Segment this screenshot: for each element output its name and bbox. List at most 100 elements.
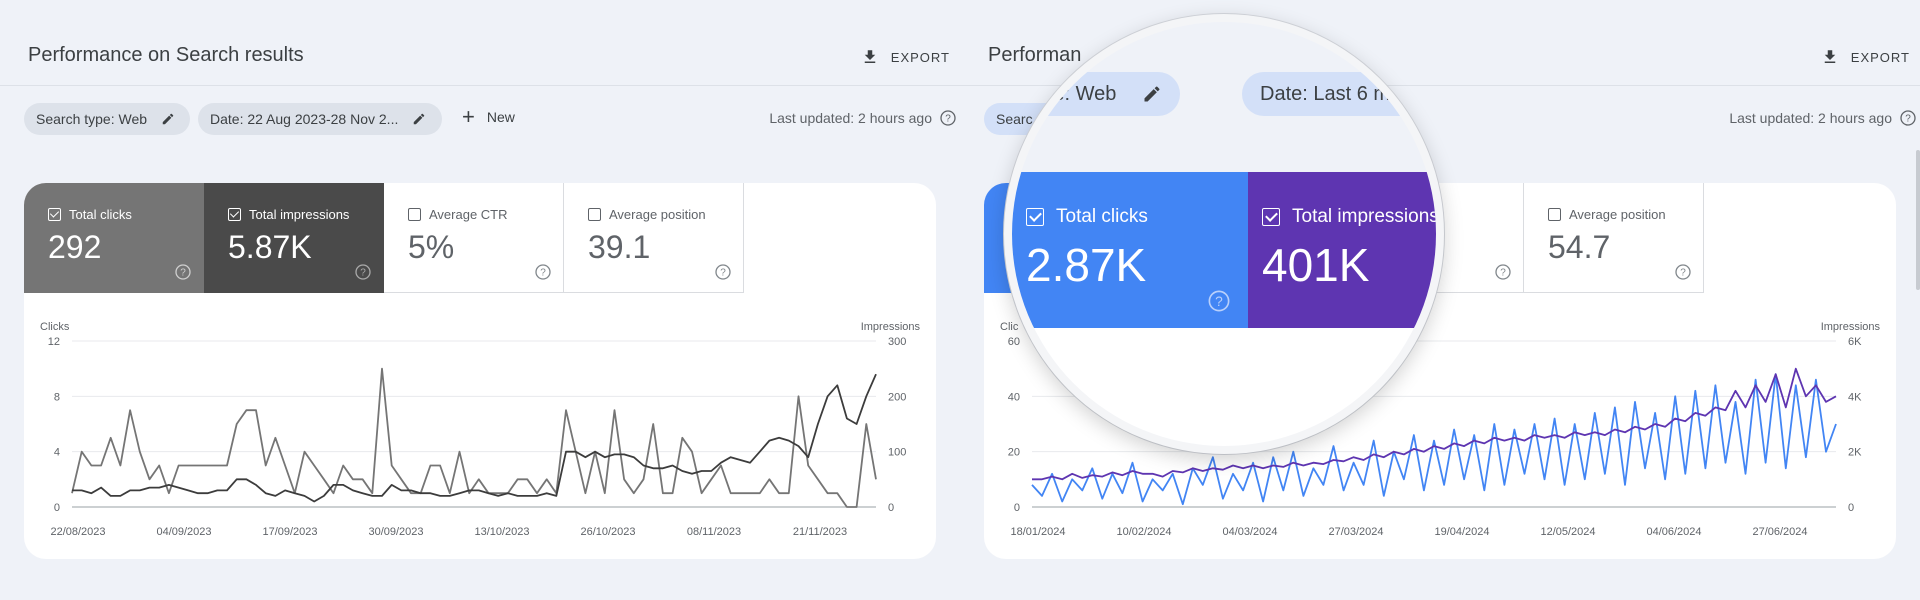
y-right-tick-label: 100 [888,447,906,459]
search-type-chip[interactable]: n type: Web [1010,72,1181,116]
svg-text:?: ? [360,268,366,279]
metric-value: 54.7 [1548,229,1611,265]
metric-total-impressions[interactable]: Total impressions 5.87K ? [204,183,384,293]
date-chip[interactable]: Date: 22 Aug 2023-28 Nov 2... [198,103,442,135]
checkbox[interactable] [1026,208,1044,226]
series-line-impressions [72,373,877,503]
svg-text:?: ? [1500,268,1506,279]
svg-text:?: ? [945,114,951,125]
y-left-tick-label: 8 [54,391,60,403]
chip-label: Search type: Web [36,111,148,127]
left-performance-panel: Performance on Search results EXPORT Sea… [0,0,984,600]
metric-value: 39.1 [588,229,651,265]
search-type-chip[interactable]: Search type: Web [24,103,190,135]
metric-value: 5% [408,229,455,265]
help-icon[interactable]: ? [715,264,731,280]
y-left-tick-label: 4 [54,447,60,459]
y-right-tick-label: 0 [888,502,894,514]
y-right-axis-title: Impressions [861,321,921,333]
series-line-clicks [71,367,877,508]
x-tick-label: 04/03/2024 [1222,526,1277,538]
checkbox[interactable] [588,208,601,221]
x-tick-label: 18/01/2024 [1010,526,1065,538]
x-tick-label: 27/06/2024 [1752,526,1807,538]
metric-total-clicks[interactable]: Total clicks 2.87K ? [1012,172,1248,328]
magnified-card: Total clicks 2.87K ? Total impressions 4… [1012,172,1439,446]
performance-chart[interactable]: Clicks Impressions 0 0 4 100 8 200 12 300 22/08/20… [24,293,936,559]
help-icon[interactable]: ? [175,264,191,280]
metric-value: 2.87K [1026,239,1147,291]
new-filter-button[interactable]: + New [462,104,515,129]
last-updated: Last updated: 2 hours ago ? [769,110,956,126]
help-icon[interactable]: ? [355,264,371,280]
plus-icon: + [462,104,475,129]
y-right-axis-title: Impressions [1821,321,1881,333]
help-icon[interactable]: ? [940,110,956,126]
svg-text:?: ? [720,268,726,279]
magnifier-overlay: n type: Web Date: Last 6 mo Total clicks… [1004,14,1444,454]
metric-value: 5.87K [228,229,312,265]
metric-average-position[interactable]: Average position 54.7 ? [1524,183,1704,293]
pencil-icon [414,113,425,125]
metric-average-ctr[interactable]: Average CTR 5% ? [384,183,564,293]
download-icon [864,50,876,63]
export-button[interactable]: EXPORT [1821,48,1910,66]
x-tick-label: 10/02/2024 [1116,526,1171,538]
metric-label: Average position [609,207,706,222]
help-icon[interactable]: ? [535,264,551,280]
x-tick-label: 22/08/2023 [50,526,105,538]
metric-label: Total clicks [69,207,132,222]
svg-text:?: ? [1215,294,1223,309]
x-tick-label: 04/09/2023 [156,526,211,538]
performance-card: Total clicks 292 ? Total impressions 5.8… [24,183,936,559]
chip-label: n type: Web [1010,82,1117,105]
x-tick-label: 26/10/2023 [580,526,635,538]
y-right-tick-label: 6K [1848,336,1862,348]
y-right-tick-label: 0 [1848,502,1854,514]
help-icon[interactable]: ? [1495,264,1511,280]
chip-label: Date: 22 Aug 2023-28 Nov 2... [210,111,399,127]
metric-total-clicks[interactable]: Total clicks 292 ? [24,183,204,293]
metric-label: Average CTR [429,207,508,222]
checkbox[interactable] [228,208,241,221]
scrollbar[interactable] [1916,150,1920,290]
y-left-axis-title: Clicks [40,321,70,333]
y-right-tick-label: 200 [888,391,906,403]
x-tick-label: 27/03/2024 [1328,526,1383,538]
metric-average-position[interactable]: Average position 39.1 ? [564,183,744,293]
x-tick-label: 19/04/2024 [1434,526,1489,538]
metric-label: Total impressions [1292,206,1439,227]
metric-value: 401K [1262,239,1370,291]
help-icon[interactable]: ? [1900,110,1916,126]
checkbox[interactable] [408,208,421,221]
new-label: New [486,109,515,125]
metric-value: 292 [48,229,102,265]
y-right-tick-label: 4K [1848,391,1862,403]
x-tick-label: 12/05/2024 [1540,526,1595,538]
last-updated: Last updated: 2 hours ago ? [1729,110,1916,126]
svg-text:?: ? [540,268,546,279]
export-label: EXPORT [1850,49,1910,65]
checkbox[interactable] [48,208,61,221]
checkbox[interactable] [1262,208,1280,226]
date-chip[interactable]: Date: Last 6 mo [1242,72,1436,116]
svg-text:?: ? [180,268,186,279]
header-divider [960,85,1920,86]
page-title: Performance on Search results [28,44,304,66]
y-left-tick-label: 0 [54,502,60,514]
y-left-tick-label: 20 [1008,447,1020,459]
help-icon[interactable]: ? [1208,290,1230,312]
y-right-tick-label: 2K [1848,447,1862,459]
y-left-tick-label: 0 [1014,502,1020,514]
export-label: EXPORT [890,49,950,65]
svg-text:?: ? [1680,268,1686,279]
metric-label: Total impressions [249,207,350,222]
export-button[interactable]: EXPORT [861,48,950,66]
help-icon[interactable]: ? [1675,264,1691,280]
last-updated-text: Last updated: 2 hours ago [769,110,932,126]
last-updated-text: Last updated: 2 hours ago [1729,110,1892,126]
y-left-tick-label: 12 [48,336,60,348]
x-tick-label: 21/11/2023 [793,526,847,538]
checkbox[interactable] [1548,208,1561,221]
metric-total-impressions[interactable]: Total impressions 401K [1248,172,1439,328]
